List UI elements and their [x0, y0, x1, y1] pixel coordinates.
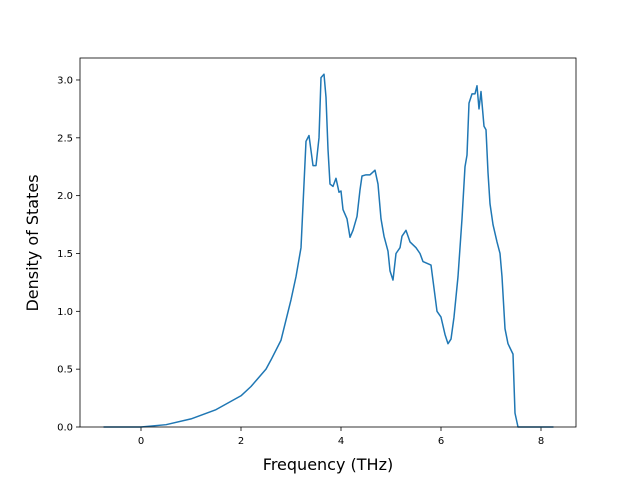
y-tick-label: 1.0	[57, 307, 73, 318]
y-tick-label: 0.0	[57, 423, 73, 434]
y-tick-label: 0.5	[57, 365, 73, 376]
y-tick-label: 3.0	[57, 75, 73, 86]
y-tick-label: 2.0	[57, 191, 73, 202]
y-axis-label: Density of States	[23, 174, 42, 311]
y-tick-label: 2.5	[57, 133, 73, 144]
x-tick-label: 2	[238, 436, 244, 447]
x-axis-label: Frequency (THz)	[263, 455, 393, 474]
x-tick-label: 4	[338, 436, 344, 447]
data-line	[103, 73, 554, 428]
x-tick-label: 8	[538, 436, 544, 447]
axes-frame	[79, 57, 577, 428]
y-tick-label: 1.5	[57, 249, 73, 260]
x-tick-label: 6	[438, 436, 444, 447]
x-tick-label: 0	[138, 436, 144, 447]
